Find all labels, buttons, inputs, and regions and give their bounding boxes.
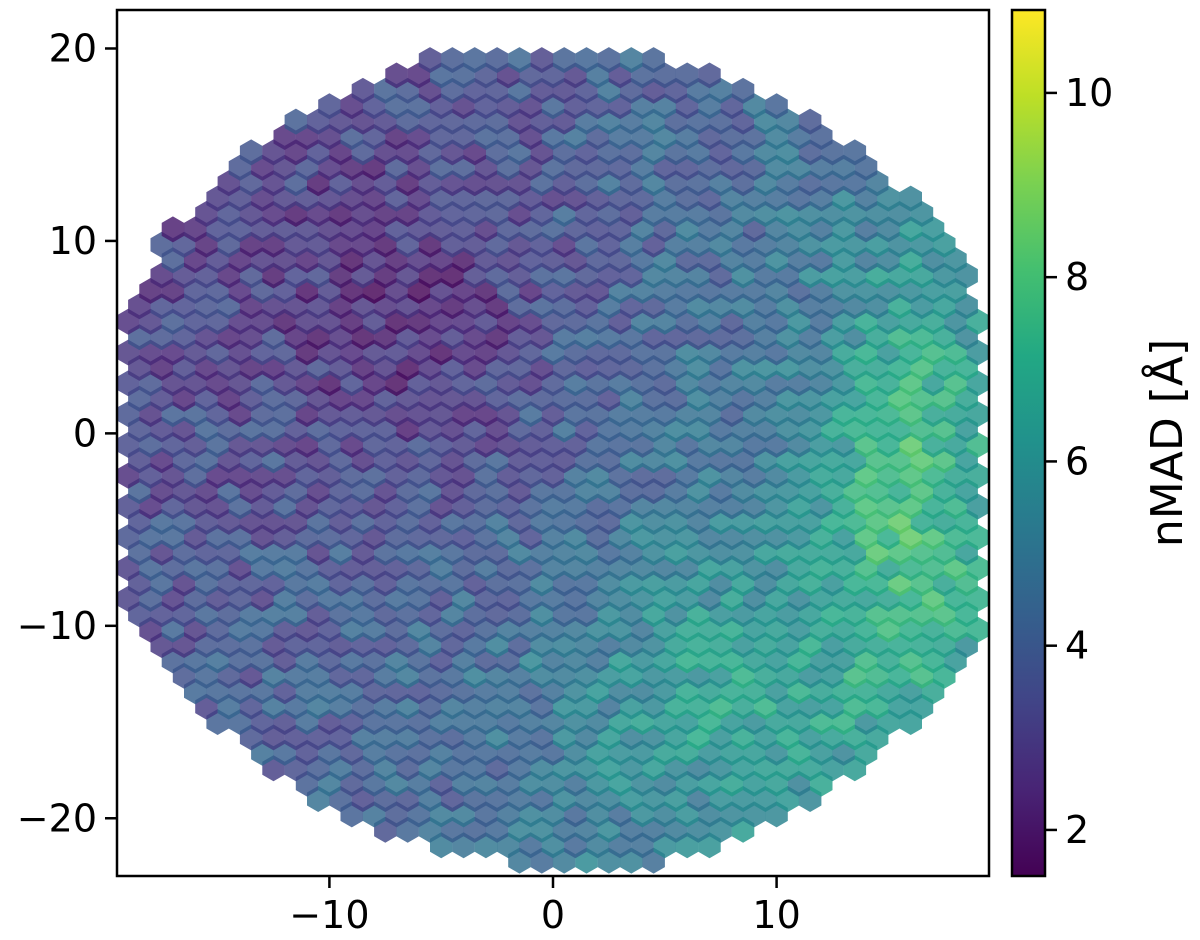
hex-cell [463,47,486,73]
x-tick-label: 0 [541,893,565,937]
colorbar-ticks: 2 4 6 8 10 [1045,71,1113,852]
hex-cell [508,47,531,73]
hex-cell [161,216,185,243]
hex-cell [485,47,509,73]
y-tick-label: 20 [49,26,97,70]
hex-cell [675,62,699,89]
colorbar-tick-label: 10 [1065,71,1113,115]
hex-cell [385,62,408,89]
hex-cell [441,47,464,73]
colorbar-label: nMAD [Å] [1140,339,1193,547]
hex-cell [418,47,442,73]
y-tick-label: −20 [17,796,97,840]
hex-cell [530,47,554,73]
colorbar-tick-label: 4 [1065,624,1089,668]
hex-cell [798,108,822,135]
hex-cell [620,47,643,73]
x-tick-label: −10 [289,893,369,937]
y-tick-label: −10 [17,604,97,648]
hex-cell [351,77,375,104]
colorbar-tick-label: 2 [1065,808,1089,852]
hex-cell [765,93,788,120]
hexbin-cells [117,47,989,874]
hex-cell [552,47,576,73]
hex-cell [899,185,922,212]
hex-cell [843,139,867,166]
x-axis-ticks: −10 0 10 [289,876,801,937]
hex-cell [284,108,308,135]
y-tick-label: 0 [73,411,97,455]
y-tick-label: 10 [49,219,97,263]
colorbar-tick-label: 6 [1065,439,1089,483]
hex-cell [575,47,598,73]
hex-cell [318,93,341,120]
hex-cell [698,62,721,89]
x-tick-label: 10 [752,893,800,937]
hex-cell [731,77,755,104]
hex-cell [597,47,621,73]
hex-cell [642,47,665,73]
colorbar [1010,8,1047,878]
y-axis-ticks: 20 10 0 −10 −20 [17,26,117,840]
hex-cell [239,139,263,166]
colorbar-tick-label: 8 [1065,255,1089,299]
